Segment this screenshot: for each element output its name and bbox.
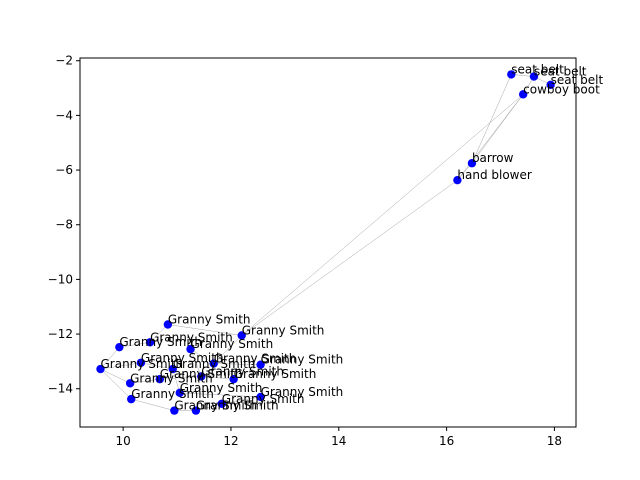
- edge-line: [201, 376, 234, 380]
- point-label: Granny Smith: [180, 381, 263, 395]
- point-label: cowboy boot: [523, 82, 600, 96]
- y-axis-ticks: −14 −12 −10 −8 −6 −4 −2: [48, 54, 80, 396]
- edge-line: [457, 94, 524, 181]
- point-label: Granny Smith: [201, 364, 284, 378]
- data-point: [467, 159, 477, 168]
- data-point: [197, 372, 206, 381]
- point-label: Granny Smith: [234, 367, 317, 381]
- y-tick-label: −12: [48, 327, 73, 341]
- data-point: [191, 406, 201, 415]
- point-label: Granny Smith: [130, 371, 213, 385]
- point-label: Granny Smith: [131, 387, 214, 401]
- edge-line: [140, 362, 173, 370]
- data-point: [209, 359, 218, 368]
- x-tick-label: 18: [547, 434, 562, 448]
- point-label: Granny Smith: [261, 385, 344, 399]
- data-point: [237, 331, 246, 340]
- x-tick-label: 14: [331, 434, 346, 448]
- data-point: [518, 90, 528, 99]
- data-point: [155, 374, 164, 384]
- data-point: [127, 394, 136, 404]
- edge-line: [241, 179, 458, 336]
- data-point: [256, 392, 265, 402]
- edge-line: [471, 74, 512, 164]
- y-tick-label: −10: [48, 272, 73, 286]
- data-point: [115, 342, 124, 352]
- data-point: [125, 379, 135, 388]
- edge-line: [195, 403, 222, 411]
- point-label: hand blower: [457, 168, 531, 182]
- edge-line: [213, 335, 242, 364]
- edge-line: [131, 398, 175, 411]
- edge-line: [233, 364, 261, 380]
- x-tick-label: 12: [223, 434, 238, 448]
- point-label: Granny Smith: [196, 399, 279, 413]
- x-axis-ticks: 10 12 14 16 18: [115, 427, 562, 448]
- point-label: Granny Smith: [100, 357, 183, 371]
- y-tick-label: −8: [55, 218, 73, 232]
- edge-line: [190, 348, 214, 364]
- edge-line: [159, 376, 202, 380]
- data-point: [186, 344, 195, 354]
- data-point: [217, 399, 226, 408]
- edge-line: [167, 324, 242, 336]
- point-label: Granny Smith: [173, 357, 256, 371]
- x-tick-label: 10: [115, 434, 130, 448]
- point-label: Granny Smith: [160, 367, 243, 381]
- point-label: Granny Smith: [214, 352, 297, 366]
- data-point: [136, 358, 146, 367]
- edge-line: [130, 378, 160, 384]
- point-label: barrow: [472, 151, 514, 165]
- edge-line: [100, 362, 141, 370]
- x-tick-label: 16: [439, 434, 454, 448]
- data-point: [96, 364, 105, 374]
- data-point: [507, 70, 516, 79]
- data-point: [453, 175, 462, 185]
- data-point: [529, 72, 539, 81]
- point-label: Granny Smith: [242, 323, 325, 337]
- point-label: Granny Smith: [261, 353, 344, 367]
- points-layer: [96, 70, 555, 415]
- edge-line: [179, 392, 261, 398]
- data-point: [256, 360, 265, 369]
- point-label: Granny Smith: [222, 392, 305, 406]
- point-label: seat belt: [551, 73, 604, 87]
- point-label: Granny Smith: [150, 330, 233, 344]
- point-label: Granny Smith: [141, 351, 224, 365]
- edge-line: [241, 94, 524, 336]
- y-tick-label: −6: [55, 163, 73, 177]
- point-label: seat belt: [534, 65, 587, 79]
- point-label: Granny Smith: [174, 399, 257, 413]
- point-label: Granny Smith: [168, 313, 251, 327]
- point-label: Granny Smith: [191, 337, 274, 351]
- y-tick-label: −14: [48, 382, 73, 396]
- edge-line: [100, 368, 131, 384]
- axes-frame: [79, 57, 577, 428]
- edge-line: [100, 368, 132, 400]
- edge-line: [119, 342, 151, 348]
- y-tick-label: −4: [55, 108, 73, 122]
- data-point: [229, 374, 238, 384]
- edge-line: [221, 396, 261, 405]
- data-point: [145, 338, 155, 347]
- point-label: Granny Smith: [119, 335, 202, 349]
- data-point: [170, 406, 179, 415]
- data-point: [163, 320, 173, 329]
- point-label: seat belt: [511, 62, 564, 76]
- data-point: [546, 80, 555, 89]
- data-point: [168, 364, 177, 374]
- y-tick-label: −2: [55, 54, 73, 68]
- data-point: [175, 388, 184, 398]
- edge-line: [213, 363, 261, 365]
- edge-line: [100, 347, 120, 370]
- edge-line: [190, 349, 202, 377]
